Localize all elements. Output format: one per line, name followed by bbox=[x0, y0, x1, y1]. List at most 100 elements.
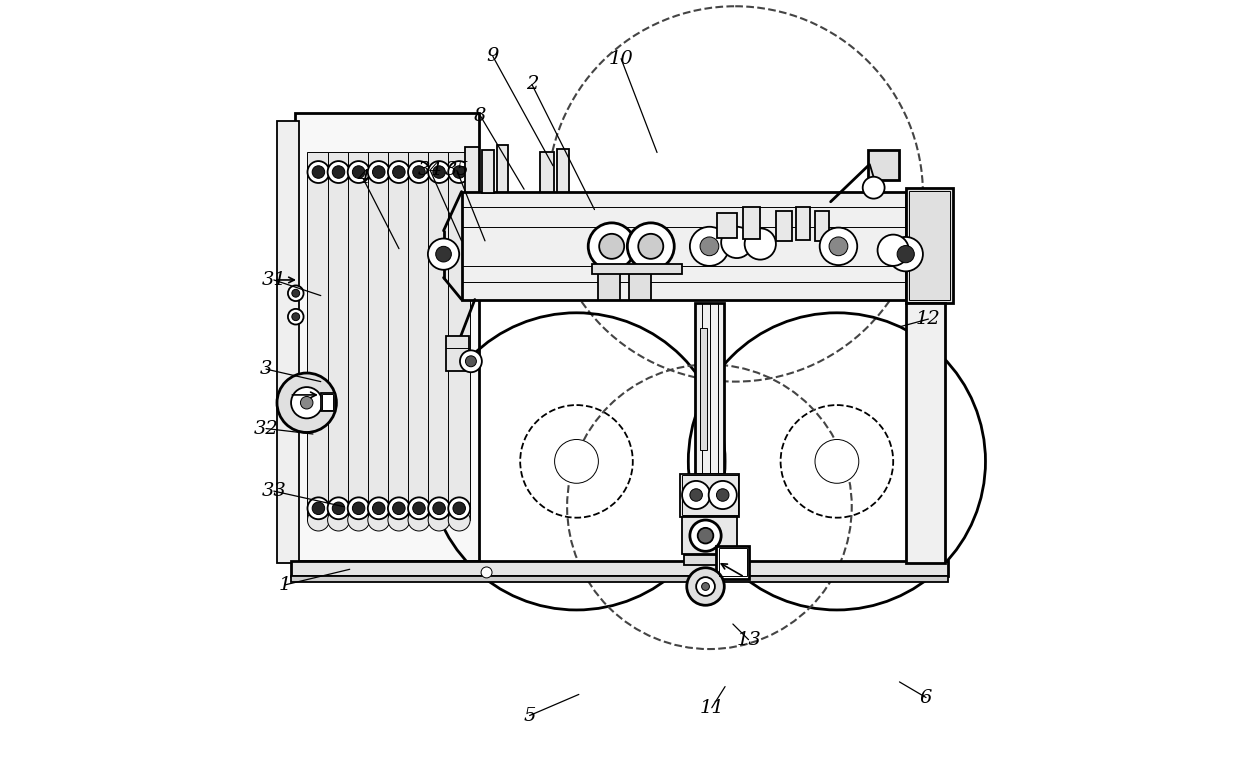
Bar bbox=[743, 207, 761, 239]
Text: 31: 31 bbox=[261, 271, 286, 289]
Bar bbox=[429, 152, 450, 520]
Bar bbox=[700, 328, 707, 450]
Circle shape bbox=[745, 228, 776, 260]
Bar bbox=[558, 149, 570, 192]
Circle shape bbox=[638, 234, 663, 259]
Circle shape bbox=[312, 166, 325, 178]
Circle shape bbox=[453, 166, 466, 178]
Bar bbox=[629, 272, 650, 300]
Circle shape bbox=[368, 509, 390, 531]
Text: 3: 3 bbox=[260, 360, 273, 378]
Circle shape bbox=[408, 161, 430, 183]
Circle shape bbox=[709, 481, 737, 509]
Bar bbox=[540, 152, 554, 192]
Bar bbox=[717, 213, 737, 238]
Circle shape bbox=[287, 285, 304, 301]
Bar bbox=[322, 394, 333, 410]
Text: 8: 8 bbox=[475, 106, 487, 125]
Bar bbox=[388, 152, 410, 520]
Circle shape bbox=[307, 161, 330, 183]
Bar bbox=[695, 303, 725, 474]
Circle shape bbox=[413, 166, 425, 178]
Circle shape bbox=[690, 520, 721, 551]
Circle shape bbox=[555, 439, 598, 483]
Circle shape bbox=[427, 239, 460, 270]
Circle shape bbox=[393, 502, 405, 515]
Circle shape bbox=[449, 509, 470, 531]
Text: 34: 34 bbox=[418, 161, 442, 180]
Text: 12: 12 bbox=[916, 310, 940, 328]
Circle shape bbox=[332, 502, 344, 515]
Bar bbox=[321, 393, 335, 411]
Bar bbox=[797, 207, 810, 240]
Circle shape bbox=[453, 502, 466, 515]
Bar bbox=[291, 561, 948, 576]
Bar bbox=[776, 211, 792, 241]
Circle shape bbox=[820, 228, 857, 265]
Bar bbox=[684, 555, 737, 565]
Text: 6: 6 bbox=[919, 688, 932, 707]
Bar bbox=[295, 113, 478, 561]
Text: 10: 10 bbox=[608, 49, 633, 68]
Bar bbox=[368, 152, 390, 520]
Bar bbox=[465, 147, 478, 192]
Circle shape bbox=[307, 497, 330, 519]
Circle shape bbox=[292, 313, 300, 321]
Circle shape bbox=[368, 497, 390, 519]
Circle shape bbox=[698, 528, 714, 543]
Circle shape bbox=[429, 497, 450, 519]
Circle shape bbox=[348, 509, 369, 531]
Circle shape bbox=[627, 223, 674, 270]
Text: 9: 9 bbox=[487, 47, 499, 66]
Text: 35: 35 bbox=[445, 161, 470, 180]
Circle shape bbox=[332, 166, 344, 178]
Circle shape bbox=[327, 161, 349, 183]
Bar bbox=[869, 150, 900, 180]
Bar bbox=[681, 517, 737, 554]
Circle shape bbox=[312, 502, 325, 515]
Bar bbox=[291, 576, 948, 582]
Circle shape bbox=[388, 497, 410, 519]
Bar bbox=[446, 336, 470, 371]
Text: 1: 1 bbox=[279, 576, 291, 594]
Bar bbox=[597, 272, 620, 300]
Circle shape bbox=[408, 497, 430, 519]
Circle shape bbox=[700, 237, 719, 256]
Bar bbox=[909, 191, 949, 300]
Circle shape bbox=[291, 387, 322, 418]
Circle shape bbox=[429, 161, 450, 183]
Circle shape bbox=[589, 223, 636, 270]
Bar bbox=[592, 264, 681, 274]
Bar bbox=[278, 121, 299, 563]
Circle shape bbox=[373, 502, 385, 515]
Circle shape bbox=[408, 509, 430, 531]
Circle shape bbox=[897, 246, 914, 263]
Bar bbox=[348, 152, 369, 520]
Circle shape bbox=[460, 350, 482, 372]
Circle shape bbox=[388, 161, 410, 183]
Bar bbox=[327, 152, 349, 520]
Circle shape bbox=[352, 166, 366, 178]
Circle shape bbox=[449, 497, 470, 519]
Text: 13: 13 bbox=[736, 630, 761, 649]
Text: 2: 2 bbox=[525, 75, 538, 94]
Circle shape bbox=[300, 396, 313, 409]
Bar bbox=[462, 192, 906, 300]
Circle shape bbox=[352, 502, 366, 515]
Circle shape bbox=[481, 567, 492, 578]
Circle shape bbox=[815, 439, 859, 483]
Text: 33: 33 bbox=[261, 482, 286, 500]
Circle shape bbox=[429, 509, 450, 531]
Circle shape bbox=[716, 489, 729, 501]
Text: 11: 11 bbox=[699, 698, 724, 717]
Bar bbox=[681, 475, 737, 515]
Circle shape bbox=[600, 234, 624, 259]
Circle shape bbox=[686, 568, 725, 605]
Circle shape bbox=[690, 489, 703, 501]
Bar bbox=[449, 152, 470, 520]
Circle shape bbox=[348, 497, 369, 519]
Bar bbox=[680, 474, 740, 517]
Circle shape bbox=[388, 509, 410, 531]
Circle shape bbox=[888, 237, 923, 271]
Bar bbox=[906, 188, 953, 303]
